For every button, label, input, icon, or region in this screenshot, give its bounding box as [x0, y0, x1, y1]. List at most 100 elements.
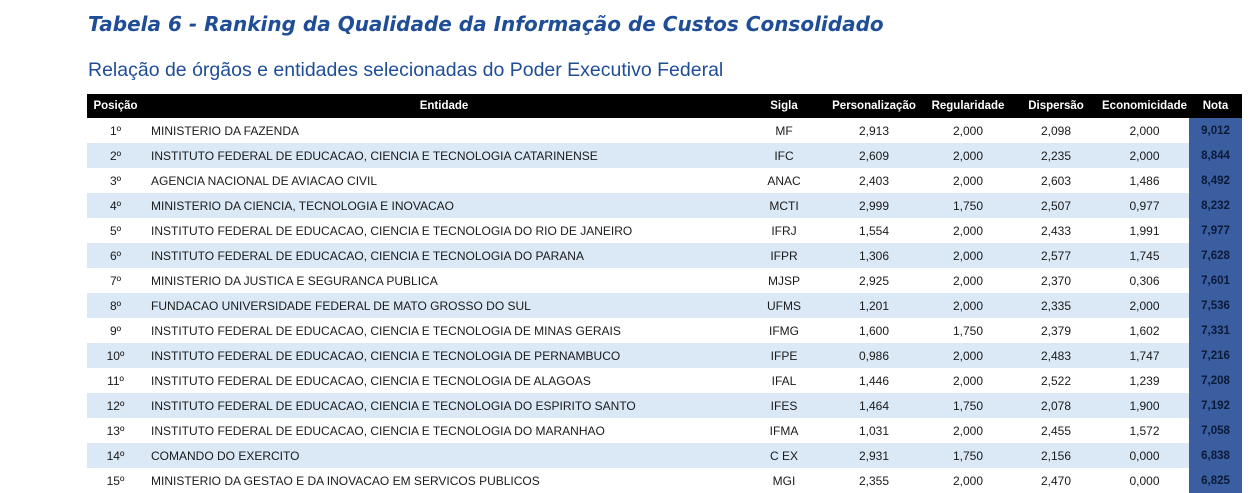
cell-dispersao: 2,379 [1040, 323, 1072, 338]
cell-economicidade: 0,000 [1100, 443, 1189, 468]
cell-entidade: INSTITUTO FEDERAL DE EDUCACAO, CIENCIA E… [144, 343, 744, 368]
cell-sigla: MF [775, 123, 793, 138]
cell-entidade: AGENCIA NACIONAL DE AVIACAO CIVIL [151, 173, 378, 188]
cell-nota: 7,331 [1189, 318, 1242, 343]
cell-economicidade: 2,000 [1100, 293, 1189, 318]
cell-nota: 7,208 [1189, 368, 1242, 393]
table-row: 12º INSTITUTO FEDERAL DE EDUCACAO, CIENCI… [87, 393, 1242, 418]
cell-regularidade: 1,750 [924, 193, 1012, 218]
cell-posicao: 15º [106, 473, 125, 488]
cell-regularidade: 2,000 [924, 243, 1012, 268]
cell-economicidade: 1,239 [1129, 373, 1160, 388]
cell-nota: 8,232 [1189, 193, 1242, 218]
header-dispersao: Dispersão [1012, 94, 1100, 118]
header-regularidade: Regularidade [924, 94, 1012, 118]
cell-personalizacao: 1,201 [824, 293, 924, 318]
cell-nota: 7,628 [1189, 243, 1242, 268]
cell-nota: 7,192 [1189, 393, 1242, 418]
cell-regularidade: 2,000 [952, 423, 984, 438]
table-row: 4º MINISTERIO DA CIENCIA, TECNOLOGIA E IN… [87, 193, 1242, 218]
cell-personalizacao: 1,600 [858, 323, 890, 338]
cell-posicao: 12º [87, 393, 144, 418]
page-subtitle: Relação de órgãos e entidades selecionad… [88, 59, 724, 81]
cell-regularidade: 2,000 [952, 173, 984, 188]
cell-economicidade: 1,747 [1100, 343, 1189, 368]
cell-posicao: 13º [106, 423, 125, 438]
cell-personalizacao: 2,403 [858, 173, 890, 188]
cell-dispersao: 2,577 [1012, 243, 1100, 268]
cell-dispersao: 2,603 [1040, 173, 1072, 188]
cell-sigla: IFRJ [771, 223, 797, 238]
cell-entidade: MINISTERIO DA JUSTICA E SEGURANCA PUBLIC… [151, 273, 438, 288]
header-entidade: Entidade [144, 94, 744, 118]
cell-regularidade: 1,750 [952, 323, 984, 338]
cell-sigla: ANAC [767, 173, 801, 188]
cell-personalizacao: 2,609 [824, 143, 924, 168]
table-row: 6º INSTITUTO FEDERAL DE EDUCACAO, CIENCIA… [87, 243, 1242, 268]
cell-sigla: IFES [744, 393, 824, 418]
table-row: 15º MINISTERIO DA GESTAO E DA INOVACAO EM… [87, 468, 1242, 493]
cell-posicao: 9º [109, 323, 122, 338]
cell-entidade: MINISTERIO DA FAZENDA [151, 123, 300, 138]
table-row: 7º MINISTERIO DA JUSTICA E SEGURANCA PUBL… [87, 268, 1242, 293]
cell-economicidade: 0,977 [1100, 193, 1189, 218]
cell-dispersao: 2,370 [1040, 273, 1072, 288]
cell-regularidade: 2,000 [952, 273, 984, 288]
cell-personalizacao: 1,306 [824, 243, 924, 268]
cell-nota: 6,838 [1189, 443, 1242, 468]
cell-sigla: C EX [744, 443, 824, 468]
cell-sigla: MCTI [744, 193, 824, 218]
cell-dispersao: 2,455 [1040, 423, 1072, 438]
cell-entidade: INSTITUTO FEDERAL DE EDUCACAO, CIENCIA E… [144, 143, 744, 168]
cell-dispersao: 2,470 [1040, 473, 1072, 488]
cell-nota: 8,492 [1189, 168, 1242, 193]
cell-nota: 6,825 [1189, 468, 1242, 493]
cell-posicao: 14º [87, 443, 144, 468]
cell-sigla: MGI [772, 473, 796, 488]
table-row: 9º INSTITUTO FEDERAL DE EDUCACAO, CIENCIA… [87, 318, 1242, 343]
cell-regularidade: 2,000 [924, 343, 1012, 368]
cell-regularidade: 1,750 [924, 393, 1012, 418]
cell-sigla: IFC [744, 143, 824, 168]
header-personalizacao: Personalização [824, 94, 924, 118]
cell-personalizacao: 1,031 [858, 423, 890, 438]
table-body: 1º MINISTERIO DA FAZENDA MF 2,913 2,000 2,098… [87, 118, 1242, 493]
cell-regularidade: 2,000 [952, 473, 984, 488]
cell-posicao: 2º [87, 143, 144, 168]
cell-dispersao: 2,335 [1012, 293, 1100, 318]
cell-economicidade: 0,306 [1129, 273, 1160, 288]
cell-nota: 7,977 [1189, 218, 1242, 243]
cell-economicidade: 1,991 [1129, 223, 1160, 238]
cell-personalizacao: 0,986 [824, 343, 924, 368]
cell-personalizacao: 2,925 [858, 273, 890, 288]
table-header-row: Posição Entidade Sigla Personalização Re… [87, 94, 1242, 118]
cell-nota: 7,058 [1189, 418, 1242, 443]
cell-economicidade: 1,900 [1100, 393, 1189, 418]
cell-nota: 7,216 [1189, 343, 1242, 368]
cell-regularidade: 2,000 [952, 373, 984, 388]
cell-sigla: IFMG [769, 323, 799, 338]
cell-entidade: INSTITUTO FEDERAL DE EDUCACAO, CIENCIA E… [151, 223, 633, 238]
cell-personalizacao: 2,931 [824, 443, 924, 468]
cell-economicidade: 1,486 [1129, 173, 1160, 188]
cell-posicao: 1º [109, 123, 122, 138]
cell-economicidade: 1,745 [1100, 243, 1189, 268]
table-row: 1º MINISTERIO DA FAZENDA MF 2,913 2,000 2,098… [87, 118, 1242, 143]
ranking-table: Posição Entidade Sigla Personalização Re… [87, 94, 1242, 493]
cell-economicidade: 2,000 [1100, 143, 1189, 168]
cell-nota: 7,601 [1189, 268, 1242, 293]
cell-sigla: IFMA [769, 423, 799, 438]
cell-economicidade: 1,602 [1129, 323, 1160, 338]
cell-entidade: INSTITUTO FEDERAL DE EDUCACAO, CIENCIA E… [144, 243, 744, 268]
cell-dispersao: 2,507 [1012, 193, 1100, 218]
cell-regularidade: 2,000 [924, 143, 1012, 168]
cell-personalizacao: 2,355 [858, 473, 890, 488]
cell-sigla: IFAL [771, 373, 797, 388]
cell-entidade: MINISTERIO DA CIENCIA, TECNOLOGIA E INOV… [144, 193, 744, 218]
cell-dispersao: 2,433 [1040, 223, 1072, 238]
cell-sigla: MJSP [767, 273, 800, 288]
cell-personalizacao: 1,446 [858, 373, 890, 388]
cell-dispersao: 2,078 [1012, 393, 1100, 418]
header-posicao: Posição [87, 94, 144, 118]
cell-sigla: IFPR [744, 243, 824, 268]
